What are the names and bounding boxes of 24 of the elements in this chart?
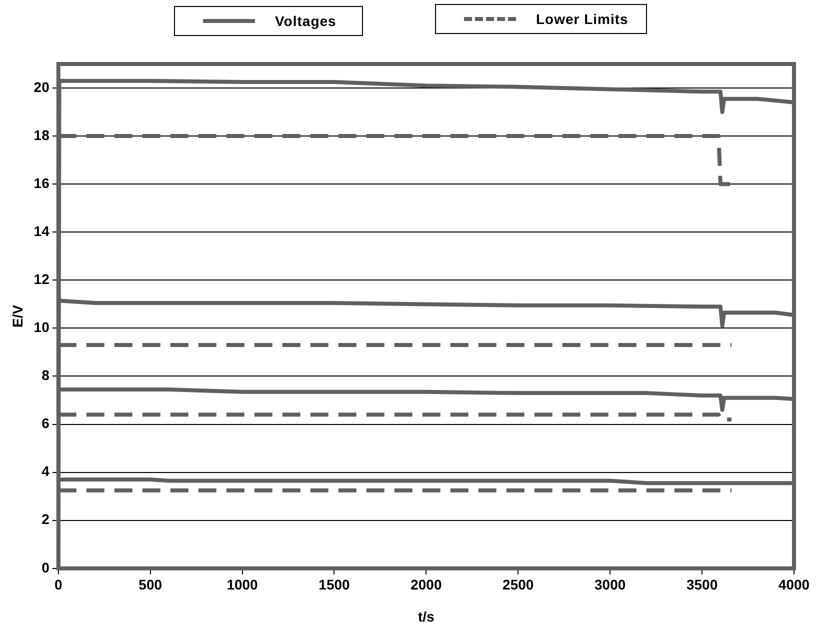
x-tick-label: 1500 bbox=[318, 576, 350, 593]
y-tick-label: 6 bbox=[42, 415, 50, 432]
legend-label: Voltages bbox=[275, 13, 336, 29]
x-axis-title: t/s bbox=[418, 608, 435, 624]
x-tick-label: 3000 bbox=[594, 576, 626, 593]
legend-label: Lower Limits bbox=[536, 11, 628, 27]
x-tick-label: 0 bbox=[54, 576, 62, 593]
y-tick-label: 8 bbox=[42, 367, 50, 384]
y-tick-label: 16 bbox=[34, 174, 50, 191]
y-tick-label: 10 bbox=[34, 319, 50, 336]
y-tick-label: 18 bbox=[34, 126, 50, 143]
x-tick-label: 2000 bbox=[410, 576, 442, 593]
y-tick-label: 2 bbox=[42, 511, 50, 528]
y-tick-label: 0 bbox=[42, 559, 50, 576]
x-tick-label: 1000 bbox=[226, 576, 258, 593]
y-tick-label: 20 bbox=[34, 78, 50, 95]
x-tick-label: 4000 bbox=[778, 576, 810, 593]
x-tick-label: 3500 bbox=[686, 576, 718, 593]
x-tick-label: 2500 bbox=[502, 576, 534, 593]
x-tick-label: 500 bbox=[138, 576, 162, 593]
y-tick-label: 12 bbox=[34, 271, 50, 288]
y-axis-title: E/V bbox=[9, 304, 26, 328]
y-tick-label: 14 bbox=[34, 222, 50, 239]
y-tick-label: 4 bbox=[42, 463, 50, 480]
